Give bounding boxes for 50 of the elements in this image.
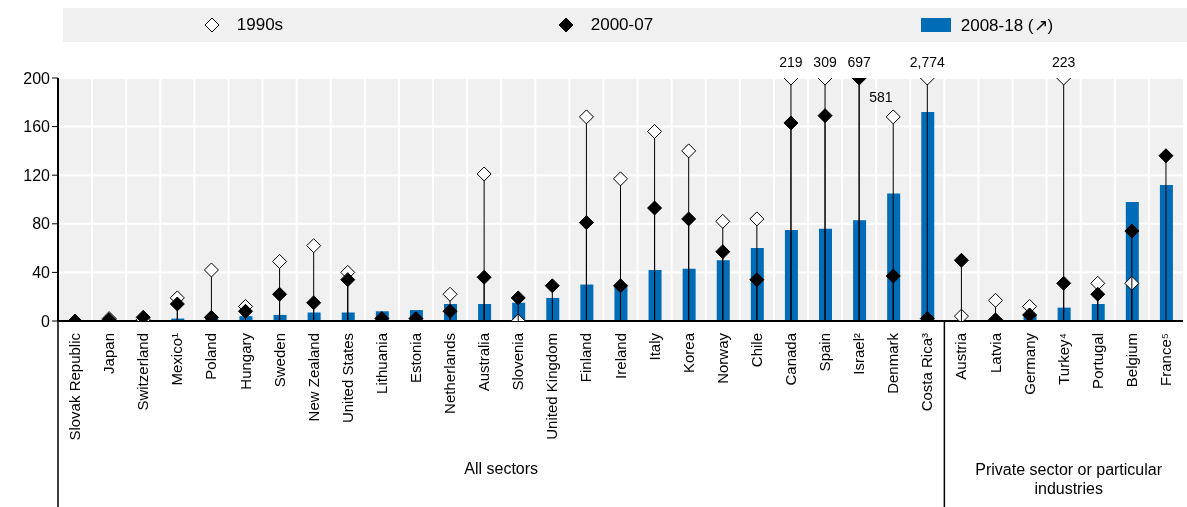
annotation: 223 (1052, 54, 1076, 70)
text: Private sector or particular industries (974, 460, 1164, 498)
legend-label: 2000-07 (590, 15, 654, 35)
x-tick-label: Portugal (1088, 333, 1106, 389)
x-tick-label: Estonia (406, 332, 424, 384)
x-tick-label: Austria (952, 332, 970, 380)
x-tick-label: United Kingdom (543, 333, 561, 440)
x-tick-label: Poland (202, 333, 220, 380)
x-tick-label: France⁵ (1156, 333, 1174, 386)
x-tick-label: Turkey⁴ (1054, 333, 1072, 385)
x-tick-label: Lithuania (372, 332, 390, 394)
x-tick-label: Denmark (884, 332, 902, 394)
x-tick-label: Norway (713, 332, 731, 384)
y-tick-label: 40 (32, 264, 51, 282)
x-tick-label: Korea (679, 332, 697, 374)
x-tick-label: Australia (475, 332, 493, 392)
x-tick-label: Costa Rica³ (918, 333, 936, 412)
annotation: 2,774 (909, 54, 946, 70)
x-tick-label: Netherlands (441, 333, 459, 414)
x-tick-label: New Zealand (304, 333, 322, 422)
x-tick-label: Canada (781, 332, 799, 386)
annotation: 581 (869, 89, 893, 105)
text: All sectors (463, 460, 540, 478)
x-tick-label: Germany (1020, 332, 1038, 395)
x-tick-label: Finland (577, 333, 595, 383)
x-tick-label: Belgium (1122, 333, 1140, 388)
x-tick-label: Mexico¹ (168, 333, 186, 386)
legend-label: 1990s (236, 15, 284, 35)
y-tick-label: 200 (23, 69, 51, 87)
x-tick-label: Latvia (986, 332, 1004, 374)
x-tick-label: Slovenia (509, 332, 527, 391)
x-tick-label: United States (338, 333, 356, 424)
x-tick-label: Japan (100, 333, 118, 374)
annotation: 697 (847, 54, 872, 70)
y-tick-label: 80 (32, 215, 51, 233)
y-tick-label: 0 (41, 312, 51, 330)
y-tick-label: 120 (23, 166, 51, 184)
x-tick-label: Chile (747, 333, 765, 368)
x-tick-label: Spain (816, 333, 834, 372)
x-tick-label: Hungary (236, 332, 254, 390)
x-tick-label: Italy (645, 332, 663, 361)
y-tick-label: 160 (23, 118, 51, 136)
x-tick-label: Israel² (850, 333, 868, 375)
x-tick-label: Sweden (270, 333, 288, 388)
annotation: 219 (779, 54, 803, 70)
x-tick-label: Switzerland (134, 333, 152, 411)
x-tick-label: Ireland (611, 333, 629, 379)
annotation: 309 (813, 54, 837, 70)
x-tick-label: Slovak Republic (66, 332, 84, 441)
legend-label: 2008-18 (↗) (960, 14, 1054, 36)
